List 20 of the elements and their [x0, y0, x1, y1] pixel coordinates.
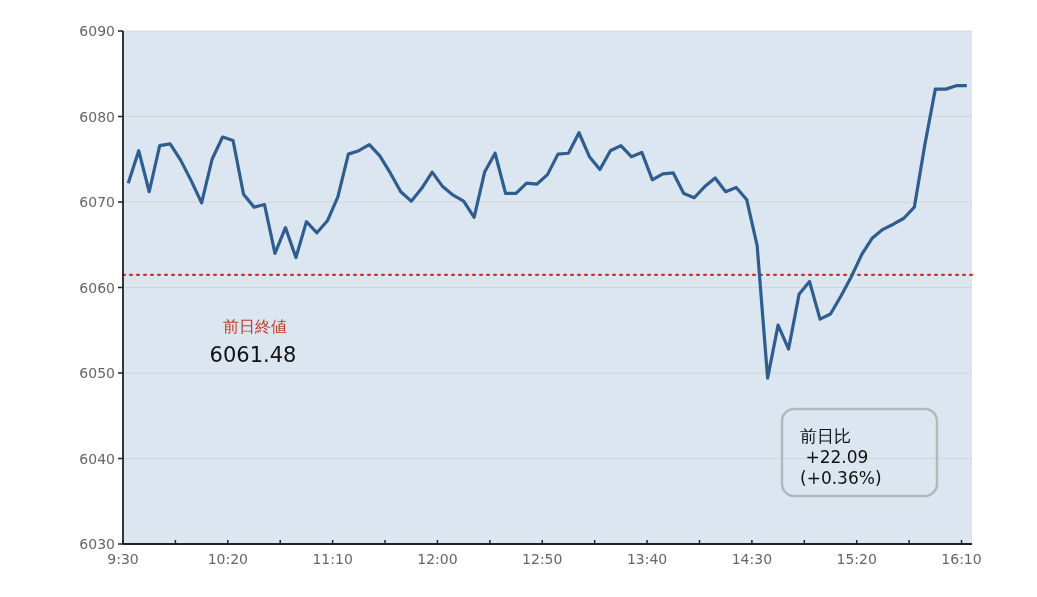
x-tick-label: 9:30 [107, 551, 139, 567]
x-tick-label: 14:30 [731, 551, 773, 567]
x-tick-label: 12:50 [522, 551, 563, 567]
x-tick-label: 13:40 [626, 551, 668, 567]
y-tick-label: 6050 [79, 365, 115, 381]
y-tick-label: 6080 [79, 108, 115, 125]
y-tick-label: 6060 [79, 279, 115, 296]
line-series [126, 84, 969, 380]
x-tick-label: 16:10 [941, 551, 982, 567]
y-tick-label: 6090 [79, 23, 115, 39]
y-tick-label: 6030 [79, 536, 115, 552]
ref-line-label: 前日終値 [223, 316, 287, 336]
y-tick-label: 6070 [79, 194, 115, 210]
x-tick-label: 15:20 [836, 551, 877, 567]
x-tick-label: 11:10 [312, 551, 353, 567]
annotation: 前日比 +22.09 (+0.36%) [800, 426, 882, 488]
x-tick-label: 12:00 [417, 551, 458, 567]
annotation: 6061.48 [209, 343, 297, 367]
y-tick-label: 6040 [79, 450, 115, 467]
x-tick-label: 10:20 [207, 551, 248, 567]
